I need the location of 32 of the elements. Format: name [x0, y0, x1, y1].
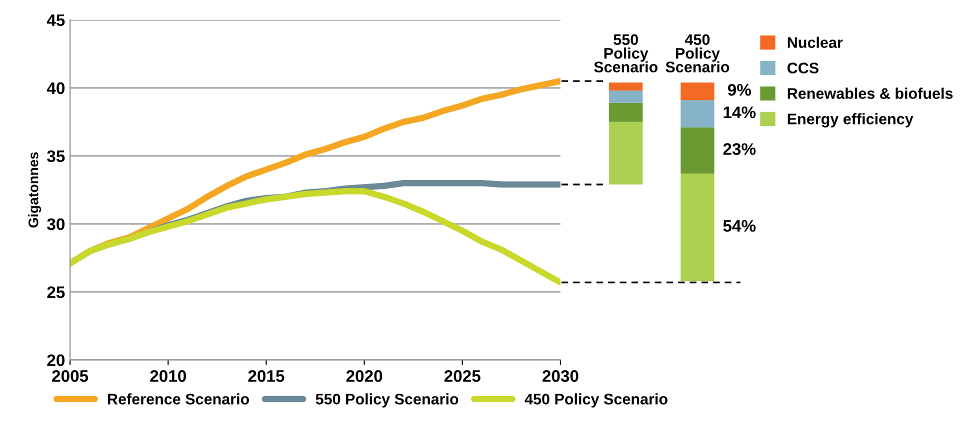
legend-label: 450 Policy Scenario [524, 393, 668, 408]
bar [680, 100, 714, 128]
legend-label: Renewables & biofuels [788, 88, 953, 99]
y-axis-title: Gigatonnes [28, 152, 42, 228]
legend-label: Energy efficiency [788, 113, 914, 128]
y-tick-label: 35 [47, 150, 65, 162]
annotation: 23% [723, 143, 756, 155]
y-tick-label: 40 [46, 82, 65, 94]
x-tick-label: 2015 [248, 370, 284, 382]
annotation: 54% [723, 220, 756, 232]
legend-label: Nuclear [788, 36, 843, 48]
y-tick-label: 30 [47, 218, 65, 230]
y-tick-label: 20 [47, 354, 65, 366]
x-tick-label: 2020 [346, 370, 382, 382]
annotation: 9% [728, 84, 751, 96]
y-tick-label: 45 [46, 14, 65, 26]
annotation: 14% [724, 106, 756, 118]
x-tick-label: 2030 [542, 370, 578, 382]
legend-label: 550 Policy Scenario [316, 393, 458, 408]
y-tick-label: 25 [47, 286, 65, 298]
bar [680, 174, 714, 282]
x-tick-label: 2010 [150, 370, 186, 382]
bar [609, 102, 643, 122]
bar [680, 127, 714, 174]
legend-label: CCS [787, 62, 819, 74]
legend-label: Reference Scenario [108, 393, 250, 405]
bar [609, 122, 643, 184]
x-tick-label: 2005 [52, 370, 88, 382]
bar [680, 82, 714, 100]
bar [609, 90, 643, 103]
bar [609, 82, 643, 91]
x-tick-label: 2025 [444, 370, 480, 382]
